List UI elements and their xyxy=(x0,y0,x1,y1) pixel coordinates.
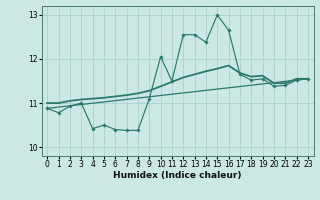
X-axis label: Humidex (Indice chaleur): Humidex (Indice chaleur) xyxy=(113,171,242,180)
